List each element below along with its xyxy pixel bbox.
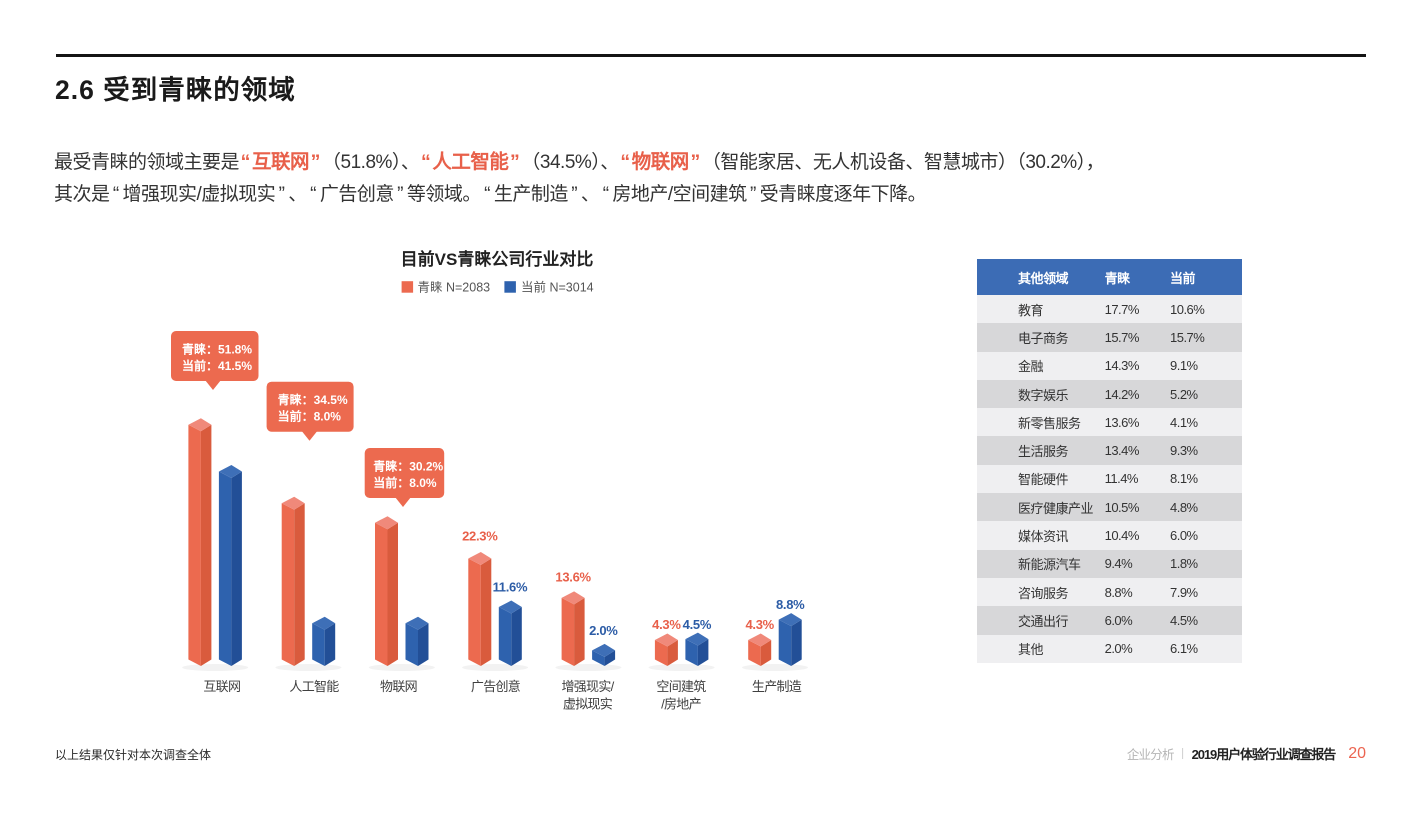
svg-text:当前：8.0%: 当前：8.0%	[373, 475, 437, 490]
svg-text:互联网: 互联网	[203, 679, 240, 694]
svg-text:物联网: 物联网	[380, 679, 417, 694]
svg-text:空间建筑: 空间建筑	[656, 679, 706, 694]
svg-text:青睐：30.2%: 青睐：30.2%	[373, 459, 443, 474]
svg-text:生产制造: 生产制造	[752, 679, 802, 694]
svg-text:11.6%: 11.6%	[493, 579, 528, 594]
svg-text:青睐：34.5%: 青睐：34.5%	[278, 392, 348, 407]
svg-text:人工智能: 人工智能	[289, 679, 339, 694]
svg-text:青睐 N=2083: 青睐 N=2083	[418, 281, 491, 295]
svg-text:/房地产: /房地产	[661, 697, 702, 712]
svg-text:当前：41.5%: 当前：41.5%	[182, 358, 252, 373]
svg-text:虚拟现实: 虚拟现实	[563, 697, 613, 712]
svg-text:4.3%: 4.3%	[745, 617, 774, 632]
svg-text:2.0%: 2.0%	[589, 623, 618, 638]
svg-text:青睐：51.8%: 青睐：51.8%	[182, 342, 252, 357]
svg-text:当前：8.0%: 当前：8.0%	[278, 409, 342, 424]
svg-text:8.8%: 8.8%	[776, 597, 805, 612]
svg-text:当前 N=3014: 当前 N=3014	[521, 280, 594, 295]
svg-text:目前VS青睐公司行业对比: 目前VS青睐公司行业对比	[401, 249, 594, 269]
svg-text:4.3%: 4.3%	[652, 617, 681, 632]
svg-text:广告创意: 广告创意	[471, 679, 521, 694]
svg-text:13.6%: 13.6%	[555, 569, 591, 584]
svg-text:增强现实/: 增强现实/	[561, 679, 614, 694]
svg-text:22.3%: 22.3%	[462, 528, 498, 543]
svg-text:4.5%: 4.5%	[683, 617, 712, 632]
